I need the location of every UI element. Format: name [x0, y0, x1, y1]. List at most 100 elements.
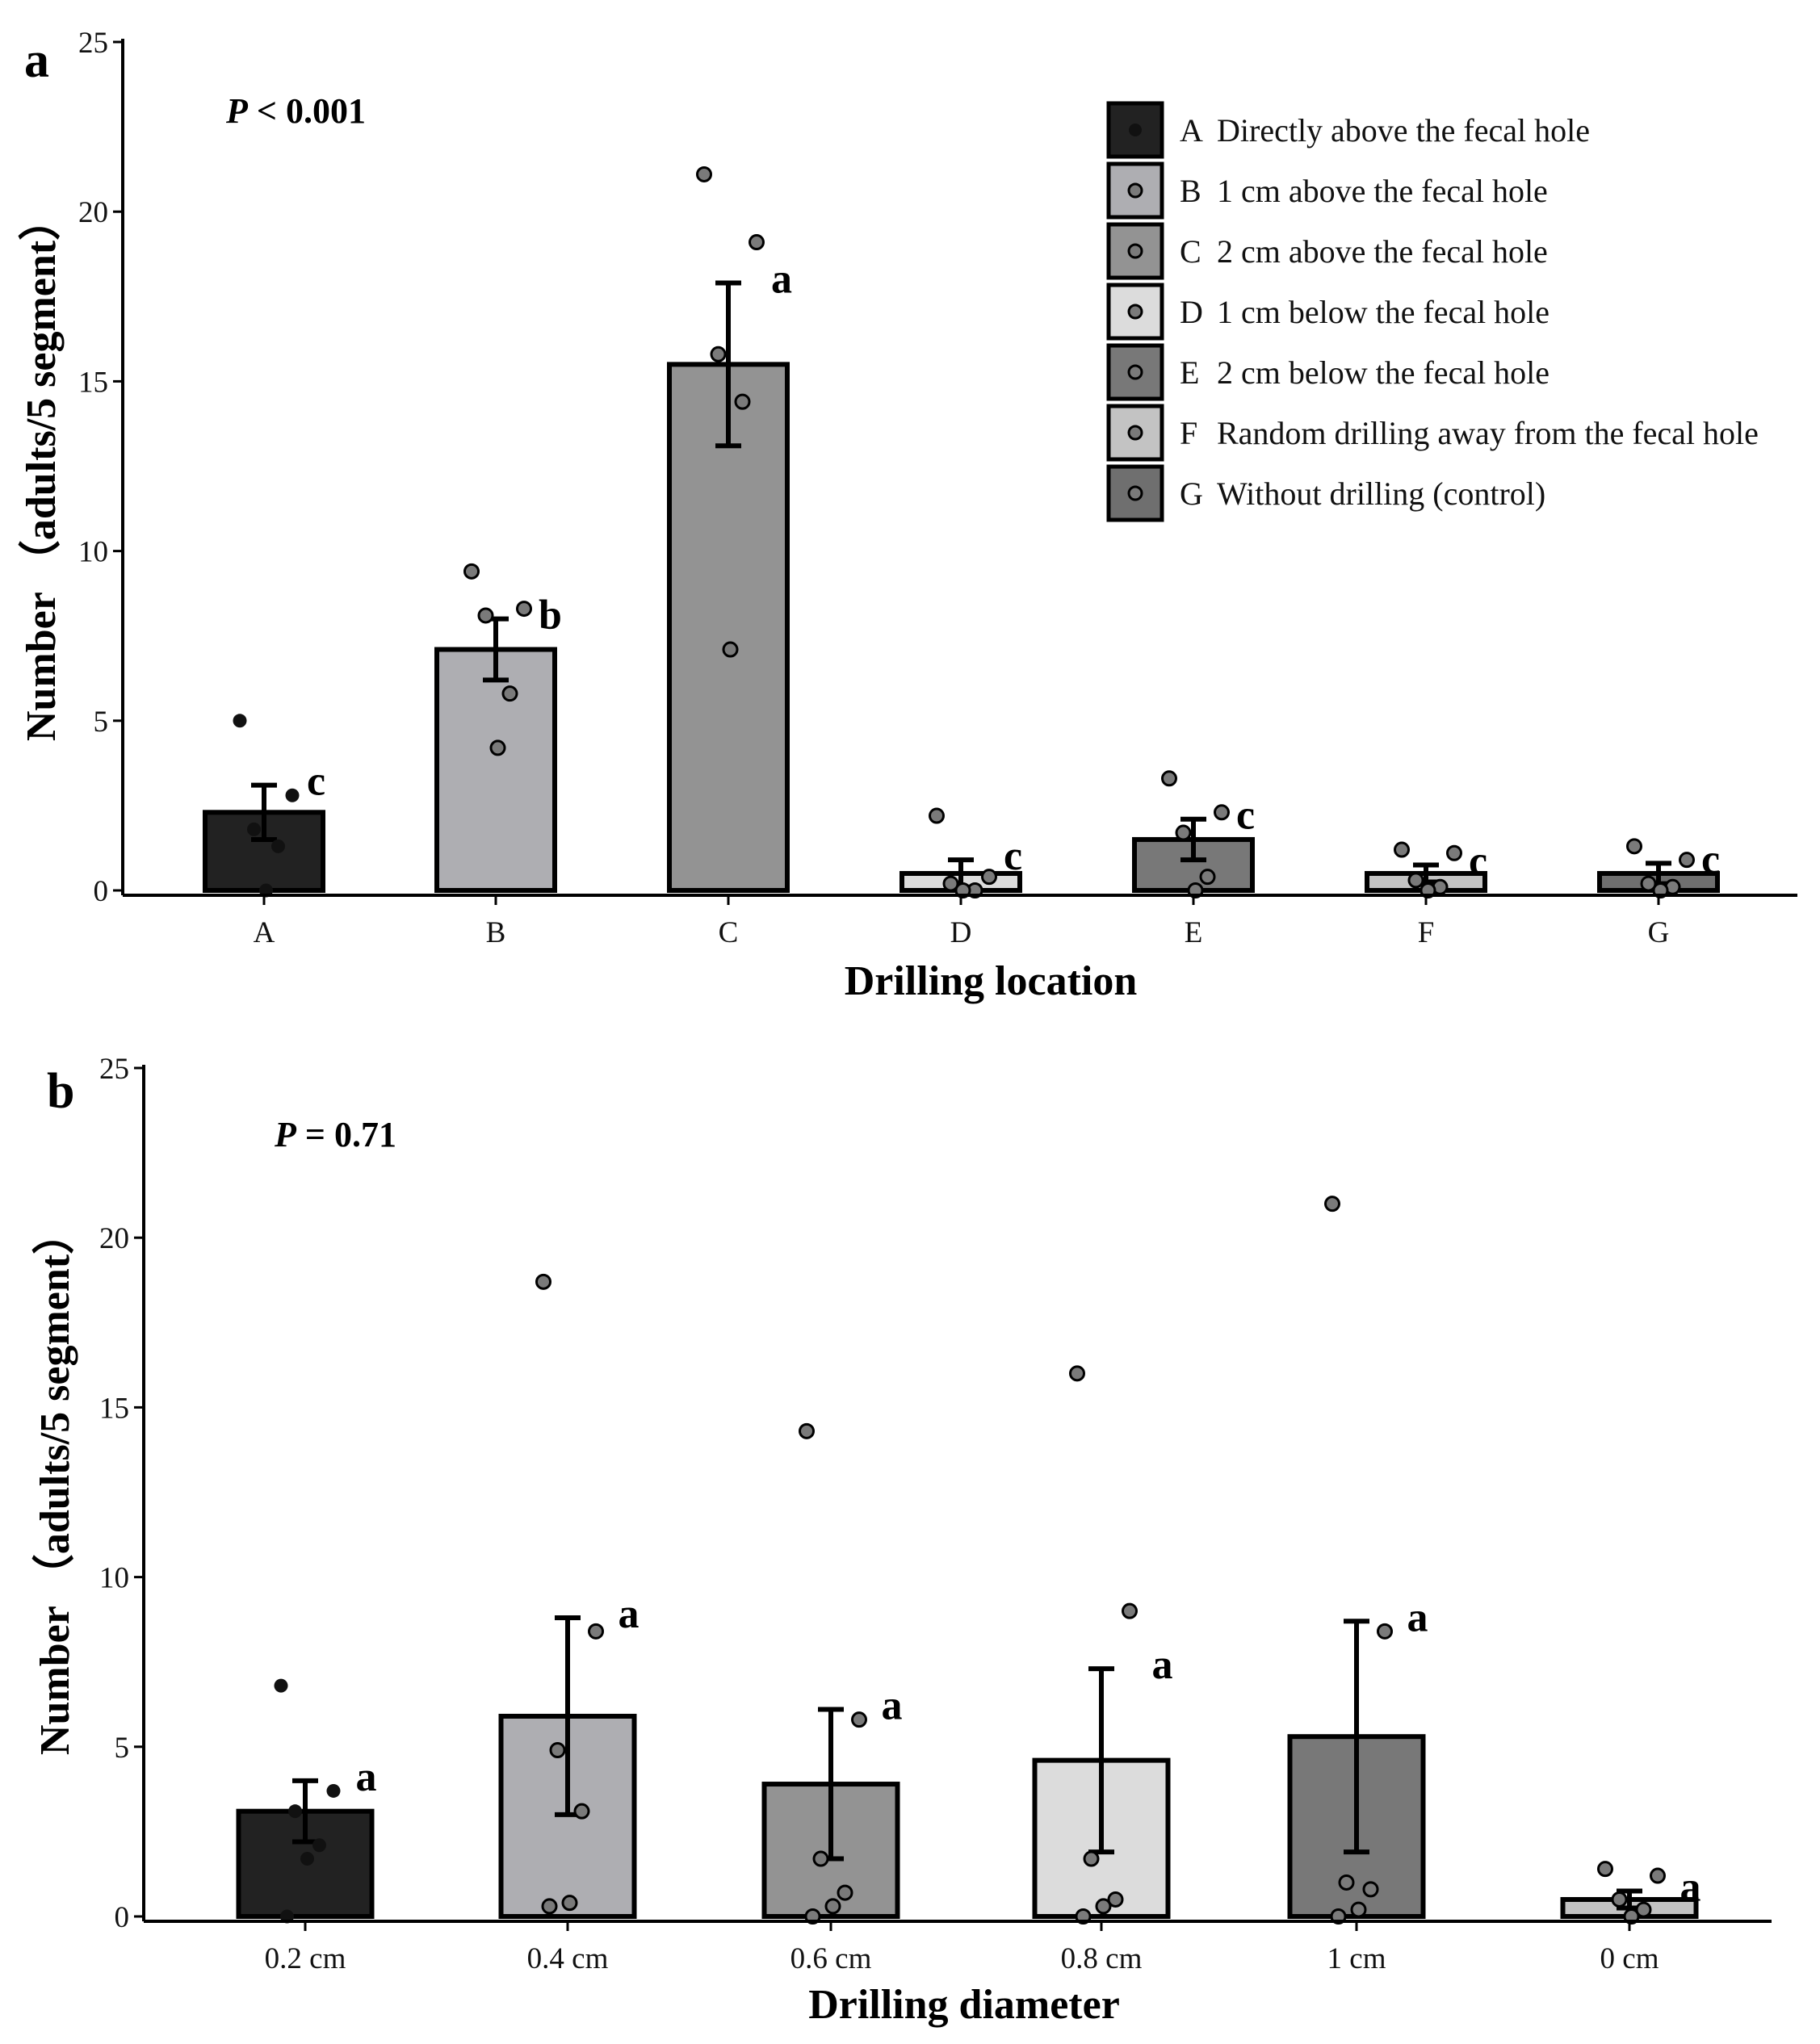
legend-label-F: Random drilling away from the fecal hole — [1217, 415, 1759, 451]
x-tick-label: 0.8 cm — [1061, 1942, 1143, 1975]
y-tick-label: 25 — [78, 27, 108, 60]
data-point — [233, 714, 247, 728]
legend-key-E: E — [1180, 354, 1199, 391]
legend-point-G — [1127, 485, 1143, 501]
panel-a-label: a — [24, 33, 49, 88]
data-point — [824, 1898, 841, 1915]
data-point — [799, 1422, 815, 1439]
data-point — [1394, 841, 1410, 858]
legend-point-E — [1127, 364, 1143, 380]
data-point — [929, 807, 945, 824]
panel-b-points — [274, 1196, 1666, 1925]
x-tick-label: D — [950, 916, 972, 949]
panel-a-y-axis-title: Number （adults/5 segment） — [18, 199, 65, 741]
data-point — [710, 346, 727, 362]
x-tick-label: B — [486, 916, 506, 949]
data-point — [285, 788, 300, 802]
data-point — [1611, 1891, 1628, 1908]
significance-letter: c — [1469, 838, 1487, 884]
x-tick-label: 0 cm — [1600, 1942, 1659, 1975]
data-point — [541, 1898, 558, 1915]
significance-letter: a — [1407, 1594, 1428, 1640]
data-point — [1122, 1602, 1138, 1619]
x-tick-label: C — [719, 916, 739, 949]
legend-point-F — [1127, 425, 1143, 441]
panel-a-x-axis-title: Drilling location — [845, 958, 1138, 1004]
data-point — [1161, 770, 1177, 787]
data-point — [1362, 1881, 1379, 1898]
data-point — [477, 607, 494, 624]
data-point — [1107, 1891, 1124, 1908]
data-point — [696, 165, 712, 182]
panel-b-significance-letters: a a a a a a — [356, 1591, 1701, 1910]
data-point — [1199, 869, 1216, 886]
data-point — [300, 1852, 314, 1866]
data-point — [463, 563, 480, 580]
y-tick-label: 15 — [99, 1392, 129, 1425]
legend-point-B — [1127, 182, 1143, 199]
data-point — [1350, 1901, 1367, 1918]
data-point — [1407, 872, 1424, 889]
data-point — [1640, 875, 1657, 892]
legend-label-C: 2 cm above the fecal hole — [1217, 233, 1548, 270]
data-point — [1635, 1901, 1652, 1918]
data-point — [1377, 1623, 1393, 1640]
y-tick-label: 0 — [115, 1901, 130, 1934]
significance-letter: a — [1152, 1642, 1173, 1688]
y-tick-label: 5 — [115, 1732, 130, 1765]
x-tick-label: A — [254, 916, 275, 949]
significance-letter: a — [1680, 1864, 1701, 1910]
x-tick-label: E — [1185, 916, 1203, 949]
legend-point-A — [1129, 124, 1142, 136]
data-point — [1175, 824, 1192, 841]
legend-point-D — [1127, 304, 1143, 320]
data-point — [812, 1850, 829, 1867]
legend-label-D: 1 cm below the fecal hole — [1217, 294, 1550, 330]
y-tick-label: 0 — [94, 875, 109, 908]
data-point — [288, 1804, 302, 1819]
legend-label-B: 1 cm above the fecal hole — [1217, 173, 1548, 209]
legend-key-D: D — [1180, 294, 1203, 330]
data-point — [734, 393, 751, 410]
data-point — [1679, 852, 1695, 869]
significance-letter: c — [307, 759, 325, 805]
panel-b-chart: b P = 0.71 Number （adults/5 segment） Dri… — [31, 1053, 1772, 2028]
significance-letter: a — [619, 1591, 640, 1637]
panel-b-axes: 0 5 10 15 20 25 0.2 cm 0.4 cm 0.6 cm 0.8 cm 1 cm 0 … — [99, 1053, 1772, 1975]
significance-letter: c — [1004, 833, 1022, 879]
panel-a-p-value: P < 0.001 — [225, 91, 366, 131]
data-point — [549, 1742, 566, 1759]
legend-label-E: 2 cm below the fecal hole — [1217, 354, 1550, 391]
y-tick-label: 10 — [99, 1562, 129, 1595]
data-point — [1083, 1850, 1100, 1867]
legend-key-A: A — [1180, 112, 1203, 149]
x-tick-label: 1 cm — [1327, 1942, 1386, 1975]
significance-letter: c — [1236, 793, 1255, 839]
x-tick-label: 0.2 cm — [265, 1942, 346, 1975]
x-tick-label: F — [1418, 916, 1435, 949]
panel-b-bars — [236, 1713, 1699, 1920]
panel-b-p-value: P = 0.71 — [274, 1115, 396, 1154]
legend-key-F: F — [1180, 415, 1197, 451]
significance-letter: a — [356, 1754, 377, 1800]
data-point — [274, 1678, 288, 1693]
panel-a-points — [233, 165, 1695, 898]
x-tick-label: 0.6 cm — [790, 1942, 872, 1975]
data-point — [1650, 1867, 1666, 1884]
significance-letter: a — [771, 256, 792, 302]
data-point — [573, 1803, 590, 1820]
data-point — [722, 641, 739, 658]
data-point — [312, 1838, 326, 1853]
data-point — [271, 839, 285, 853]
data-point — [588, 1623, 604, 1640]
data-point — [247, 822, 261, 836]
significance-letter: a — [882, 1683, 903, 1729]
data-point — [749, 234, 765, 251]
panel-b-x-axis-title: Drilling diameter — [808, 1982, 1120, 2028]
y-tick-label: 10 — [78, 536, 108, 569]
significance-letter: b — [539, 593, 562, 639]
data-point — [1597, 1861, 1613, 1878]
panel-b-label: b — [47, 1064, 74, 1119]
panel-a-significance-letters: c b a c c c c — [307, 256, 1720, 884]
